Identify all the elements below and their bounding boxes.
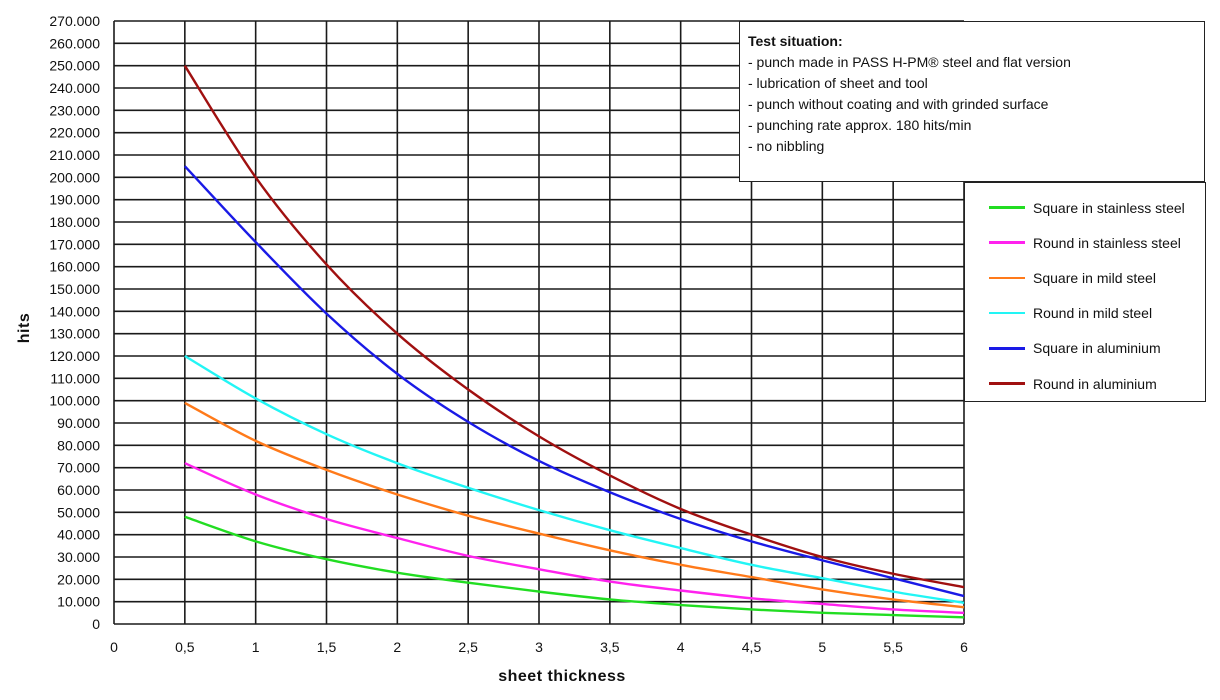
y-tick-label: 170.000 — [49, 236, 100, 252]
legend-item: Round in aluminium — [965, 366, 1205, 401]
y-tick-label: 140.000 — [49, 303, 100, 319]
x-tick-label: 4 — [677, 639, 685, 655]
series-line — [184, 462, 965, 615]
y-tick-label: 20.000 — [57, 571, 100, 587]
x-tick-label: 4,5 — [742, 639, 762, 655]
legend-item: Round in stainless steel — [965, 225, 1205, 260]
legend-label: Round in aluminium — [1033, 375, 1157, 392]
y-tick-label: 220.000 — [49, 125, 100, 141]
y-tick-label: 30.000 — [57, 549, 100, 565]
x-tick-label: 0 — [110, 639, 118, 655]
legend-item: Square in stainless steel — [965, 190, 1205, 225]
x-axis-ticks: 0 0,5 1 1,5 2 2,5 3 3,5 4 4,5 5 5,5 6 — [110, 639, 968, 655]
x-tick-label: 1,5 — [317, 639, 337, 655]
test-situation-line: - punch made in PASS H-PM® steel and fla… — [748, 54, 1071, 70]
y-tick-label: 230.000 — [49, 102, 100, 118]
series-lines — [183, 65, 965, 619]
y-tick-label: 270.000 — [49, 13, 100, 29]
y-tick-label: 50.000 — [57, 504, 100, 520]
y-tick-label: 200.000 — [49, 169, 100, 185]
y-tick-label: 90.000 — [57, 415, 100, 431]
y-tick-label: 160.000 — [49, 259, 100, 275]
y-tick-label: 210.000 — [49, 147, 100, 163]
x-tick-label: 3 — [535, 639, 543, 655]
legend-swatch — [989, 241, 1025, 245]
legend-label: Square in stainless steel — [1033, 199, 1185, 216]
x-tick-label: 5,5 — [883, 639, 903, 655]
y-tick-label: 250.000 — [49, 58, 100, 74]
x-tick-label: 2,5 — [458, 639, 478, 655]
legend-item: Square in aluminium — [965, 331, 1205, 366]
x-tick-label: 1 — [252, 639, 260, 655]
y-tick-label: 40.000 — [57, 527, 100, 543]
series-line — [184, 515, 965, 619]
legend-label: Square in aluminium — [1033, 340, 1161, 357]
y-tick-label: 240.000 — [49, 80, 100, 96]
legend-swatch — [989, 347, 1025, 350]
y-tick-label: 80.000 — [57, 437, 100, 453]
y-tick-label: 120.000 — [49, 348, 100, 364]
x-tick-label: 3,5 — [600, 639, 620, 655]
legend-item: Square in mild steel — [965, 260, 1205, 295]
x-axis-title: sheet thickness — [498, 668, 626, 685]
x-tick-label: 5 — [818, 639, 826, 655]
y-tick-label: 100.000 — [49, 393, 100, 409]
y-tick-label: 0 — [92, 616, 100, 632]
legend: Square in stainless steel Round in stain… — [964, 182, 1206, 402]
y-tick-label: 260.000 — [49, 35, 100, 51]
test-situation-line: - punching rate approx. 180 hits/min — [748, 117, 972, 133]
y-tick-label: 130.000 — [49, 326, 100, 342]
test-situation-line: - punch without coating and with grinded… — [748, 96, 1049, 112]
legend-swatch — [989, 206, 1025, 209]
legend-swatch — [989, 382, 1025, 385]
legend-item: Round in mild steel — [965, 296, 1205, 331]
y-tick-label: 10.000 — [57, 594, 100, 610]
y-tick-label: 70.000 — [57, 460, 100, 476]
y-tick-label: 180.000 — [49, 214, 100, 230]
legend-swatch — [989, 311, 1025, 315]
series-line — [183, 65, 965, 589]
y-tick-label: 60.000 — [57, 482, 100, 498]
test-situation-title: Test situation: — [748, 33, 843, 49]
legend-label: Round in mild steel — [1033, 305, 1153, 322]
legend-swatch — [989, 276, 1025, 280]
series-line — [184, 401, 965, 609]
test-situation-line: - lubrication of sheet and tool — [748, 75, 928, 91]
y-tick-label: 190.000 — [49, 192, 100, 208]
x-tick-label: 0,5 — [175, 639, 195, 655]
series-line — [184, 354, 965, 604]
test-situation-line: - no nibbling — [748, 138, 825, 154]
y-tick-label: 150.000 — [49, 281, 100, 297]
y-axis-title: hits — [16, 313, 33, 343]
legend-label: Square in mild steel — [1033, 269, 1156, 286]
legend-label: Round in stainless steel — [1033, 234, 1181, 251]
y-axis-ticks: 0 10.000 20.000 30.000 40.000 50.000 60.000 70.… — [49, 13, 100, 632]
x-tick-label: 6 — [960, 639, 968, 655]
series-line — [183, 165, 965, 598]
y-tick-label: 110.000 — [50, 370, 100, 386]
x-tick-label: 2 — [393, 639, 401, 655]
test-situation-box: Test situation: - punch made in PASS H-P… — [739, 21, 1205, 182]
